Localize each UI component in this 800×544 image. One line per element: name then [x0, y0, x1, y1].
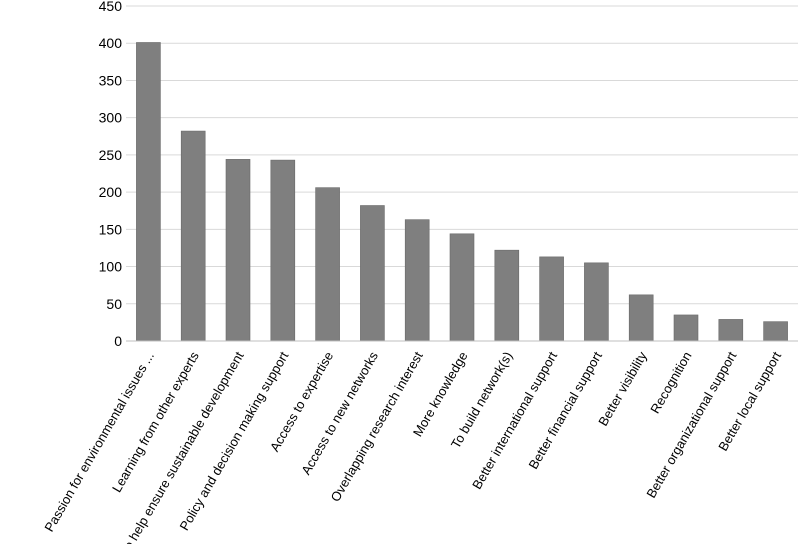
x-tick-label: Access to new networks: [298, 349, 381, 478]
bar: [270, 159, 296, 342]
x-tick-label: Better international support: [469, 349, 560, 492]
bar: [360, 205, 385, 342]
y-tick-label: 400: [99, 35, 123, 51]
bar: [404, 219, 430, 342]
y-tick-label: 250: [99, 147, 123, 163]
y-axis-tick-labels: 0 50 100 150 200 250 300 350 400 450: [99, 0, 123, 349]
bar: [494, 249, 520, 342]
bar: [315, 187, 340, 342]
bar: [673, 314, 699, 342]
y-tick-label: 150: [99, 221, 123, 237]
x-tick-label: Better visibility: [595, 349, 650, 429]
bar: [449, 233, 475, 342]
y-tick-label: 200: [99, 184, 123, 200]
y-tick-label: 350: [99, 72, 123, 88]
y-tick-label: 50: [106, 296, 122, 312]
y-tick-label: 100: [99, 259, 123, 275]
y-tick-label: 300: [99, 110, 123, 126]
bar: [539, 256, 564, 342]
y-tick-label: 0: [114, 333, 122, 349]
bar: [225, 159, 251, 342]
x-axis-tick-labels: Passion for environmental issues ...Lear…: [41, 349, 784, 544]
bar: [628, 294, 654, 342]
bar: [180, 130, 206, 342]
bar: [763, 321, 788, 342]
bars: [136, 42, 788, 342]
bar: [136, 42, 161, 342]
bar: [718, 319, 744, 342]
x-tick-label: Better organizational support: [643, 349, 739, 501]
x-tick-label: Learning from other experts: [109, 349, 202, 495]
x-tick-label: Overlapping research interest: [328, 349, 426, 505]
y-tick-label: 450: [99, 0, 123, 14]
x-tick-label: Recognition: [647, 349, 694, 416]
bar: [584, 262, 609, 342]
